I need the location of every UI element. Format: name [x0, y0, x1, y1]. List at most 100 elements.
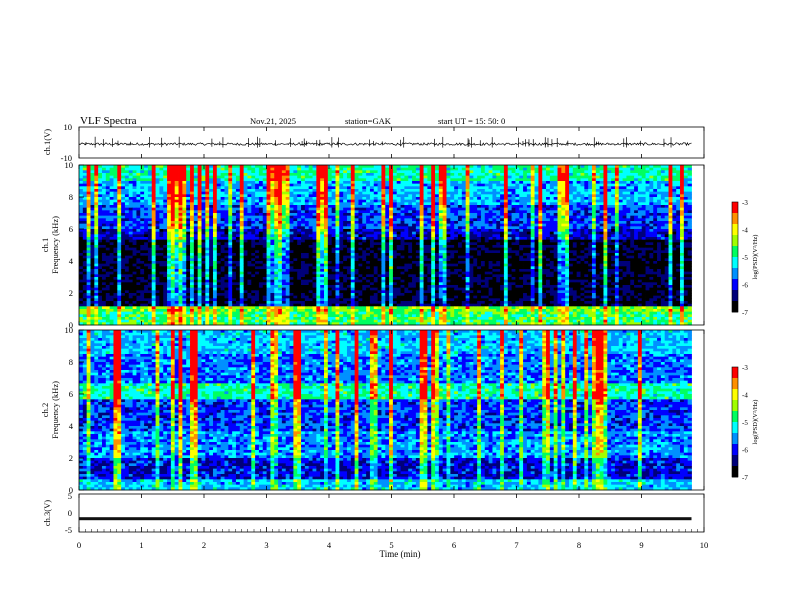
- spectrogram-cell: [488, 202, 493, 206]
- spectrogram-cell: [611, 213, 616, 217]
- spectrogram-cell: [105, 186, 111, 190]
- spectrogram-cell: [473, 207, 478, 211]
- spectrogram-cell: [664, 178, 669, 182]
- spectrogram-cell: [140, 231, 145, 235]
- spectrogram-cell: [132, 207, 137, 211]
- spectrogram-cell: [492, 181, 497, 185]
- spectrogram-cell: [140, 213, 145, 217]
- spectrogram-cell: [653, 229, 658, 233]
- spectrogram-cell: [618, 234, 623, 238]
- spectrogram-cell: [614, 202, 620, 206]
- spectrogram-cell: [500, 189, 505, 193]
- spectrogram-cell: [362, 242, 367, 246]
- spectrogram-cell: [266, 170, 271, 174]
- spectrogram-cell: [549, 205, 555, 209]
- spectrogram-cell: [98, 223, 103, 227]
- spectrogram-cell: [262, 167, 267, 171]
- spectrogram-cell: [354, 218, 359, 222]
- spectrogram-cell: [247, 210, 252, 214]
- spectrogram-cell: [438, 215, 444, 219]
- spectrogram-cell: [607, 239, 612, 243]
- spectrogram-cell: [373, 221, 378, 225]
- spectrogram-cell: [216, 205, 222, 209]
- spectrogram-cell: [251, 175, 256, 179]
- spectrogram-cell: [98, 181, 103, 185]
- spectrogram-cell: [660, 237, 666, 241]
- spectrogram-cell: [182, 173, 187, 177]
- spectrogram-cell: [132, 178, 137, 182]
- spectrogram-cell: [201, 223, 206, 227]
- spectrogram-cell: [243, 226, 248, 230]
- spectrogram-cell: [569, 213, 574, 217]
- spectrogram-cell: [637, 234, 643, 238]
- spectrogram-cell: [109, 186, 114, 190]
- spectrogram-cell: [109, 183, 114, 187]
- spectrogram-cell: [565, 229, 570, 233]
- spectrogram-cell: [159, 229, 164, 233]
- spectrogram-cell: [657, 181, 662, 185]
- spectrogram-cell: [266, 175, 271, 179]
- spectrogram-cell: [270, 178, 275, 182]
- spectrogram-cell: [167, 245, 172, 249]
- spectrogram-cell: [492, 165, 497, 169]
- spectrogram-cell: [366, 223, 371, 227]
- spectrogram-cell: [588, 207, 593, 211]
- spectrogram-cell: [147, 191, 153, 195]
- spectrogram-cell: [350, 178, 356, 182]
- spectrogram-cell: [588, 189, 593, 193]
- spectrogram-cell: [281, 205, 287, 209]
- spectrogram-cell: [565, 207, 570, 211]
- spectrogram-cell: [121, 207, 126, 211]
- spectrogram-cell: [216, 165, 222, 169]
- spectrogram-cell: [82, 215, 88, 219]
- spectrogram-cell: [243, 215, 248, 219]
- spectrogram-cell: [538, 210, 543, 214]
- spectrogram-cell: [346, 215, 352, 219]
- spectrogram-cell: [511, 226, 516, 230]
- spectrogram-cell: [369, 173, 375, 177]
- spectrogram-cell: [331, 210, 336, 214]
- spectrogram-cell: [354, 173, 359, 177]
- spectrogram-cell: [461, 189, 467, 193]
- spectrogram-cell: [588, 199, 593, 203]
- spectrogram-cell: [101, 165, 107, 169]
- spectrogram-cell: [255, 242, 260, 246]
- spectrogram-cell: [584, 170, 589, 174]
- spectrogram-cell: [278, 231, 283, 235]
- spectrogram-cell: [519, 165, 524, 169]
- spectrogram-cell: [641, 183, 646, 187]
- spectrogram-cell: [607, 207, 612, 211]
- spectrogram-cell: [339, 210, 344, 214]
- spectrogram-cell: [354, 189, 359, 193]
- spectrogram-cell: [503, 218, 509, 222]
- spectrogram-cell: [595, 189, 601, 193]
- spectrogram-cell: [327, 186, 333, 190]
- spectrogram-cell: [243, 181, 248, 185]
- spectrogram-cell: [626, 221, 631, 225]
- spectrogram-cell: [159, 207, 164, 211]
- spectrogram-cell: [423, 194, 428, 198]
- spectrogram-cell: [350, 210, 356, 214]
- spectrogram-cell: [312, 218, 317, 222]
- spectrogram-cell: [262, 178, 267, 182]
- spectrogram-cell: [316, 183, 321, 187]
- spectrogram-cell: [381, 229, 386, 233]
- spectrogram-cell: [163, 210, 168, 214]
- spectrogram-cell: [680, 205, 685, 209]
- spectrogram-cell: [220, 231, 225, 235]
- spectrogram-cell: [174, 218, 179, 222]
- spectrogram-cell: [622, 223, 627, 227]
- spectrogram-cell: [255, 226, 260, 230]
- spectrogram-cell: [683, 197, 689, 201]
- spectrogram-cell: [580, 165, 585, 169]
- spectrogram-cell: [588, 215, 593, 219]
- spectrogram-cell: [427, 183, 432, 187]
- spectrogram-cell: [683, 221, 689, 225]
- spectrogram-cell: [523, 189, 528, 193]
- spectrogram-cell: [373, 242, 378, 246]
- spectrogram-cell: [197, 221, 202, 225]
- spectrogram-cell: [637, 199, 643, 203]
- spectrogram-cell: [419, 194, 424, 198]
- spectrogram-cell: [124, 178, 130, 182]
- spectrogram-cell: [212, 175, 218, 179]
